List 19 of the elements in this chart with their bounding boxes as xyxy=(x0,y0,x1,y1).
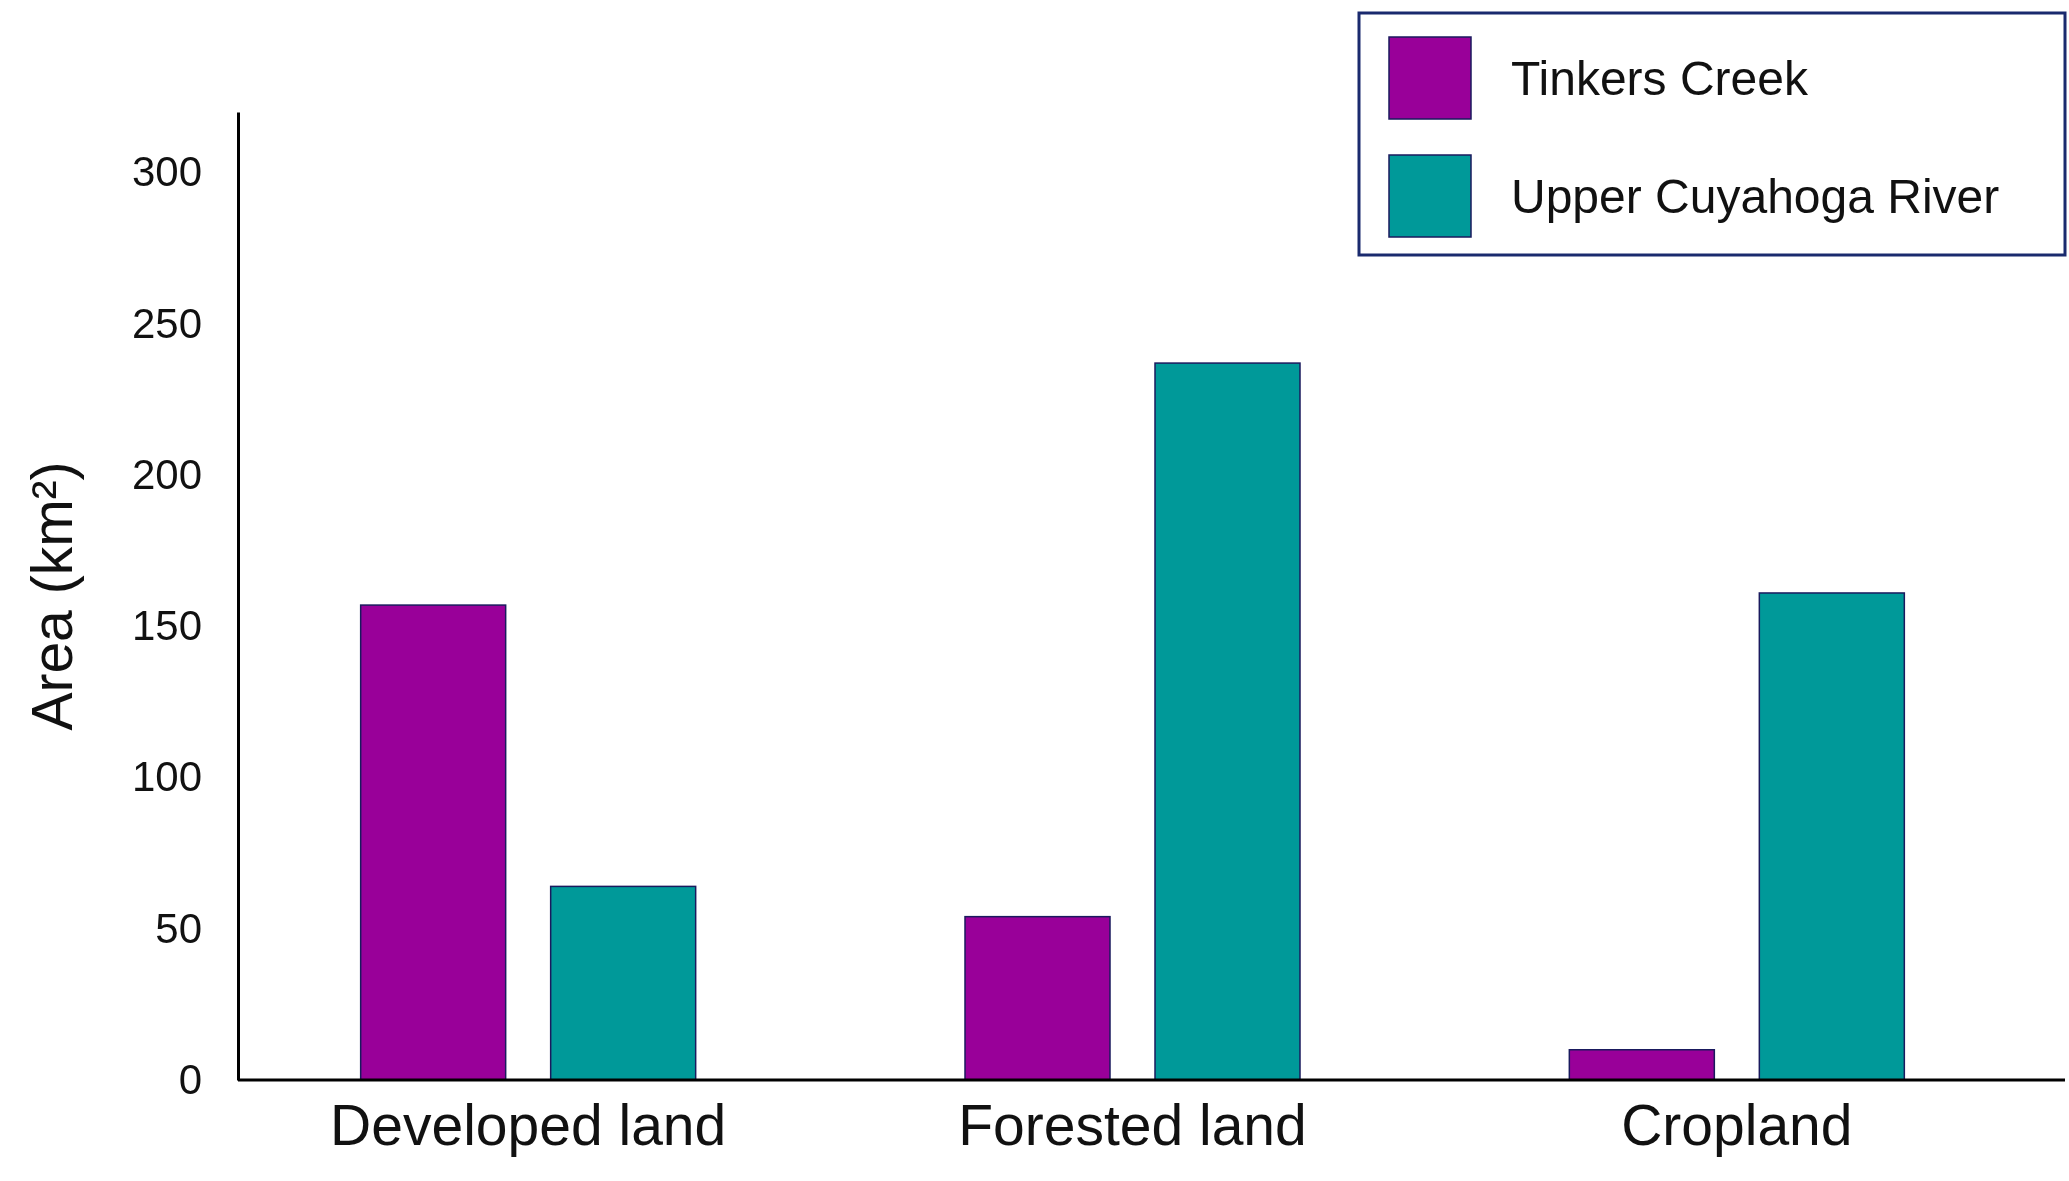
x-tick-label: Developed land xyxy=(330,1092,727,1157)
bar xyxy=(549,885,697,1081)
y-tick-label: 0 xyxy=(178,1055,202,1103)
y-tick-label: 50 xyxy=(155,904,202,952)
y-tick-label: 100 xyxy=(131,753,202,801)
x-tick-label: Cropland xyxy=(1621,1092,1853,1157)
y-tick-label: 200 xyxy=(131,450,202,498)
bar xyxy=(359,604,507,1081)
y-tick-label: 300 xyxy=(131,148,202,196)
bar xyxy=(1154,362,1301,1081)
x-tick-label: Forested land xyxy=(958,1092,1307,1157)
y-tick-label: 250 xyxy=(131,299,202,347)
legend-label: Tinkers Creek xyxy=(1511,51,1809,105)
bar xyxy=(1758,592,1906,1081)
bar xyxy=(1568,1049,1716,1081)
y-tick-label: 150 xyxy=(131,602,202,650)
legend-label: Upper Cuyahoga River xyxy=(1511,169,2000,223)
bar xyxy=(964,915,1111,1081)
y-axis-title: Area (km²) xyxy=(20,461,84,731)
